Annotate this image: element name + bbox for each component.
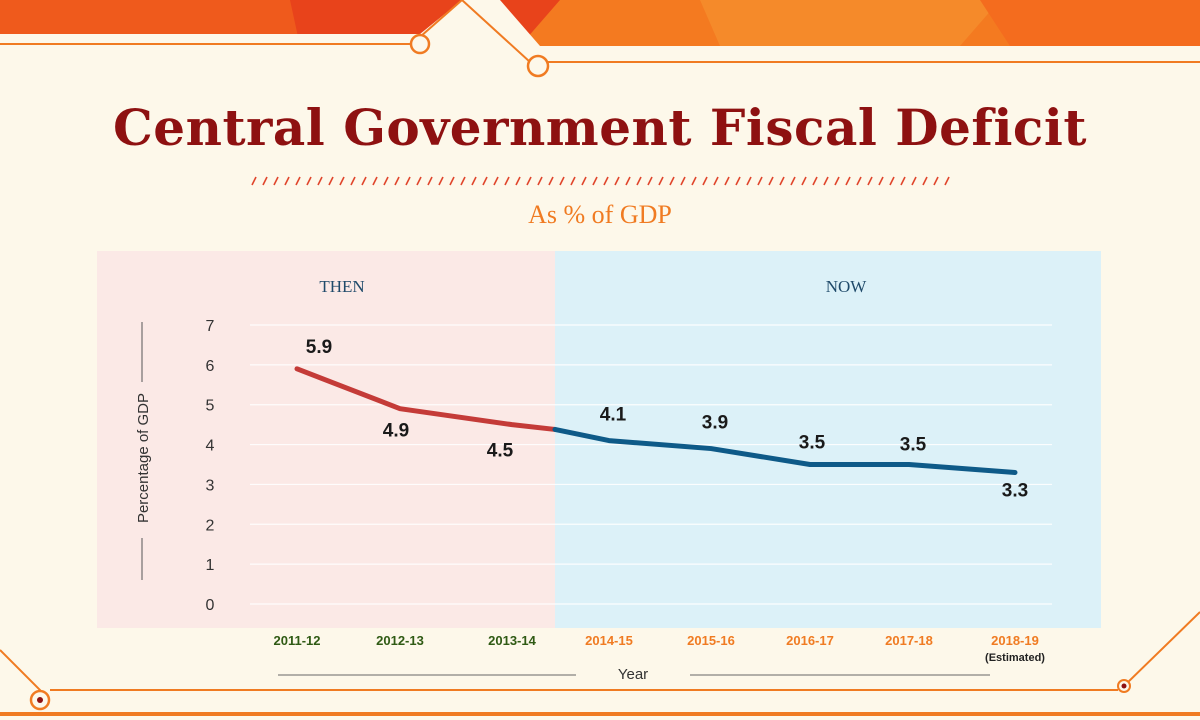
x-tick-label: 2016-17 — [786, 633, 834, 648]
x-tick-label: 2014-15 — [585, 633, 633, 648]
data-label: 3.5 — [900, 435, 927, 456]
x-tick-label: 2011-12 — [274, 633, 321, 648]
top-banner-shard — [700, 0, 1000, 46]
x-axis-label: Year — [618, 666, 648, 683]
x-tick-label: 2013-14 — [488, 633, 536, 648]
x-tick-label: 2018-19 — [991, 633, 1039, 648]
now-panel — [555, 251, 1101, 628]
data-label: 4.1 — [600, 405, 627, 426]
data-label: 3.5 — [799, 433, 826, 454]
x-tick-note: (Estimated) — [985, 652, 1045, 664]
chart-subtitle: As % of GDP — [528, 200, 672, 229]
data-label: 4.5 — [487, 441, 514, 462]
y-tick-label: 2 — [206, 517, 215, 534]
data-point — [607, 438, 611, 443]
y-axis-label: Percentage of GDP — [135, 393, 152, 523]
circuit-node — [37, 697, 43, 703]
y-tick-label: 5 — [206, 398, 215, 415]
banner-cutout — [0, 0, 1200, 52]
x-tick-label: 2012-13 — [376, 633, 424, 648]
then-label: THEN — [319, 277, 364, 296]
series-line-now — [552, 426, 1018, 475]
y-tick-label: 0 — [206, 597, 215, 614]
then-panel — [97, 251, 555, 628]
y-tick-label: 1 — [206, 557, 215, 574]
data-point — [808, 462, 812, 467]
circuit-line — [1123, 611, 1200, 687]
data-point — [1013, 470, 1017, 475]
circuit-node — [1121, 683, 1127, 689]
y-tick-label: 4 — [206, 438, 215, 455]
circuit-node — [526, 54, 550, 78]
x-tick-label: 2017-18 — [885, 633, 933, 648]
data-point — [907, 462, 911, 467]
data-label: 3.3 — [1002, 480, 1028, 501]
data-label: 5.9 — [306, 337, 332, 358]
y-tick-label: 6 — [206, 358, 215, 375]
data-point — [510, 422, 514, 427]
data-label: 3.9 — [702, 413, 728, 434]
title-underline — [250, 175, 950, 187]
top-banner-shard — [980, 0, 1200, 46]
now-label: NOW — [826, 277, 868, 296]
data-label: 4.9 — [383, 421, 409, 442]
data-point — [295, 366, 299, 371]
series-line-then — [294, 366, 558, 432]
data-point — [398, 406, 402, 411]
y-tick-label: 3 — [206, 477, 215, 494]
circuit-node — [409, 33, 431, 55]
data-point — [709, 446, 713, 451]
y-tick-label: 7 — [206, 318, 215, 335]
x-tick-label: 2015-16 — [687, 633, 735, 648]
chart-title: Central Government Fiscal Deficit — [113, 98, 1087, 157]
